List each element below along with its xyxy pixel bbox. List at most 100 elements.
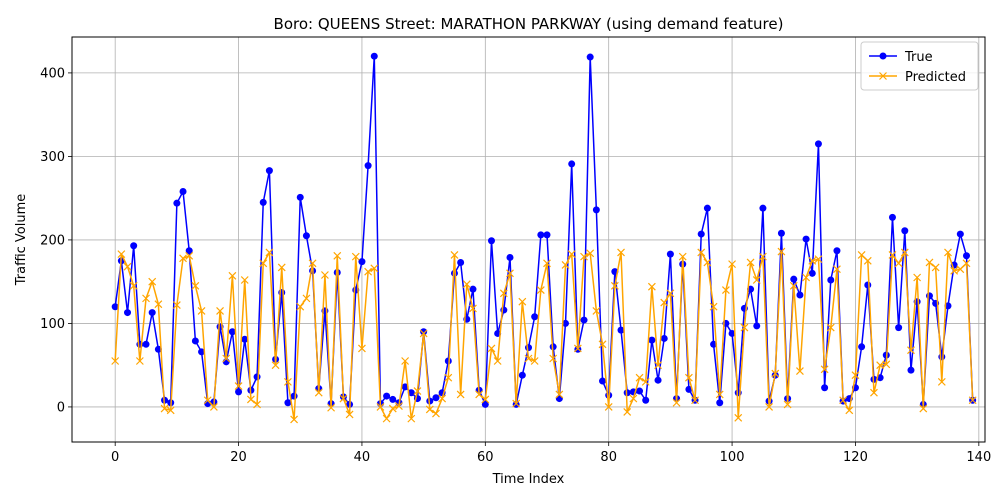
data-point [728, 260, 736, 269]
legend: True Predicted [860, 41, 979, 91]
data-point [599, 377, 607, 385]
data-point [956, 230, 964, 238]
x-tick-label: 0 [111, 450, 119, 465]
data-point [290, 392, 298, 400]
data-point [321, 271, 329, 279]
data-point [308, 259, 317, 268]
x-axis: 0 20 40 60 80 100 120 140 [111, 442, 991, 465]
data-point [370, 264, 379, 273]
data-point [907, 346, 915, 355]
data-point [938, 353, 946, 361]
data-point [457, 258, 465, 266]
legend-box [860, 41, 979, 91]
data-point [383, 392, 391, 400]
data-point [962, 259, 971, 268]
x-tick-label: 60 [477, 450, 494, 465]
data-point [543, 259, 551, 268]
data-point [481, 395, 490, 404]
data-point [765, 403, 774, 411]
data-point [469, 285, 477, 293]
data-point [721, 286, 730, 294]
data-point [734, 413, 743, 422]
data-point [937, 377, 946, 386]
data-point [790, 275, 798, 283]
data-point [931, 263, 940, 272]
x-tick-label: 140 [966, 450, 991, 465]
data-point [277, 263, 286, 272]
data-point [568, 160, 576, 168]
data-point [240, 276, 249, 284]
data-point [925, 292, 933, 300]
x-tick-label: 80 [600, 450, 617, 465]
data-point [771, 369, 780, 378]
data-point [666, 289, 675, 298]
data-point [253, 373, 261, 381]
data-point [740, 323, 749, 332]
data-point [925, 258, 934, 267]
data-point [641, 377, 650, 386]
data-point [376, 403, 385, 411]
data-point [246, 395, 255, 404]
data-point [228, 271, 237, 280]
data-point [697, 248, 706, 257]
data-point [592, 206, 600, 214]
data-point [216, 306, 224, 315]
data-point [314, 388, 323, 397]
data-point [900, 248, 909, 257]
data-point [697, 230, 705, 238]
data-point [265, 248, 274, 257]
data-point [660, 334, 668, 342]
data-point [580, 252, 588, 261]
plot-frame [71, 36, 986, 443]
data-point [364, 162, 372, 170]
data-point [710, 340, 718, 348]
data-point [876, 361, 885, 370]
data-point [839, 396, 848, 405]
data-point [506, 269, 514, 278]
data-point [173, 199, 181, 207]
data-point [129, 281, 138, 290]
data-point [833, 247, 841, 255]
data-point [407, 414, 416, 423]
data-point [160, 404, 169, 413]
data-point [259, 198, 267, 206]
data-point [358, 258, 366, 266]
data-point [857, 251, 866, 259]
data-point [610, 281, 619, 290]
data-point [802, 235, 810, 243]
data-point [235, 388, 243, 396]
data-point [444, 357, 452, 365]
data-point [198, 348, 206, 356]
data-point [432, 409, 440, 418]
data-point [191, 337, 199, 345]
data-point [888, 251, 897, 259]
data-point [709, 302, 718, 311]
data-point [327, 403, 336, 412]
data-point [438, 394, 447, 403]
data-point [111, 357, 120, 365]
data-point [870, 388, 878, 397]
series-layer [111, 52, 977, 424]
data-point [814, 255, 823, 264]
data-point [636, 387, 644, 395]
data-point [296, 193, 304, 201]
data-point [536, 286, 545, 294]
data-point [950, 266, 959, 275]
data-point [666, 250, 674, 258]
data-point [604, 403, 613, 411]
data-point [758, 252, 767, 261]
data-point [901, 227, 909, 235]
data-point [586, 53, 594, 61]
data-point [759, 204, 767, 212]
data-point [561, 261, 570, 269]
grid [72, 37, 985, 442]
data-point [715, 390, 724, 399]
data-point [419, 329, 428, 338]
y-axis-label: Traffic Volume [14, 194, 29, 287]
data-point [944, 248, 952, 257]
data-point [678, 252, 687, 261]
x-axis-label: Time Index [492, 472, 565, 487]
data-point [648, 336, 656, 344]
